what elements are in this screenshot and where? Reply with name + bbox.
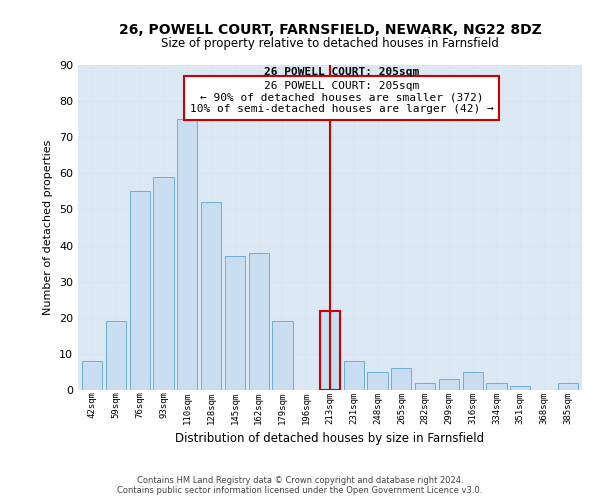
Bar [106,322,126,390]
Bar [510,386,530,390]
Bar [487,383,506,390]
Bar [320,310,340,390]
Bar [557,383,578,390]
Bar [225,256,245,390]
Bar [439,379,459,390]
Bar [344,361,364,390]
Bar [82,361,103,390]
X-axis label: Distribution of detached houses by size in Farnsfield: Distribution of detached houses by size … [175,432,485,445]
Y-axis label: Number of detached properties: Number of detached properties [43,140,53,315]
Bar [391,368,412,390]
Bar [272,322,293,390]
Bar [463,372,483,390]
Bar [367,372,388,390]
Text: Size of property relative to detached houses in Farnsfield: Size of property relative to detached ho… [161,38,499,51]
Text: 26 POWELL COURT: 205sqm
← 90% of detached houses are smaller (372)
10% of semi-d: 26 POWELL COURT: 205sqm ← 90% of detache… [190,81,494,114]
Bar [154,177,173,390]
Text: Contains HM Land Registry data © Crown copyright and database right 2024.
Contai: Contains HM Land Registry data © Crown c… [118,476,482,495]
Text: 26, POWELL COURT, FARNSFIELD, NEWARK, NG22 8DZ: 26, POWELL COURT, FARNSFIELD, NEWARK, NG… [119,22,541,36]
Text: 26 POWELL COURT: 205sqm: 26 POWELL COURT: 205sqm [264,67,419,77]
Bar [177,119,197,390]
Bar [201,202,221,390]
Bar [415,383,435,390]
Bar [130,192,150,390]
Bar [248,253,269,390]
